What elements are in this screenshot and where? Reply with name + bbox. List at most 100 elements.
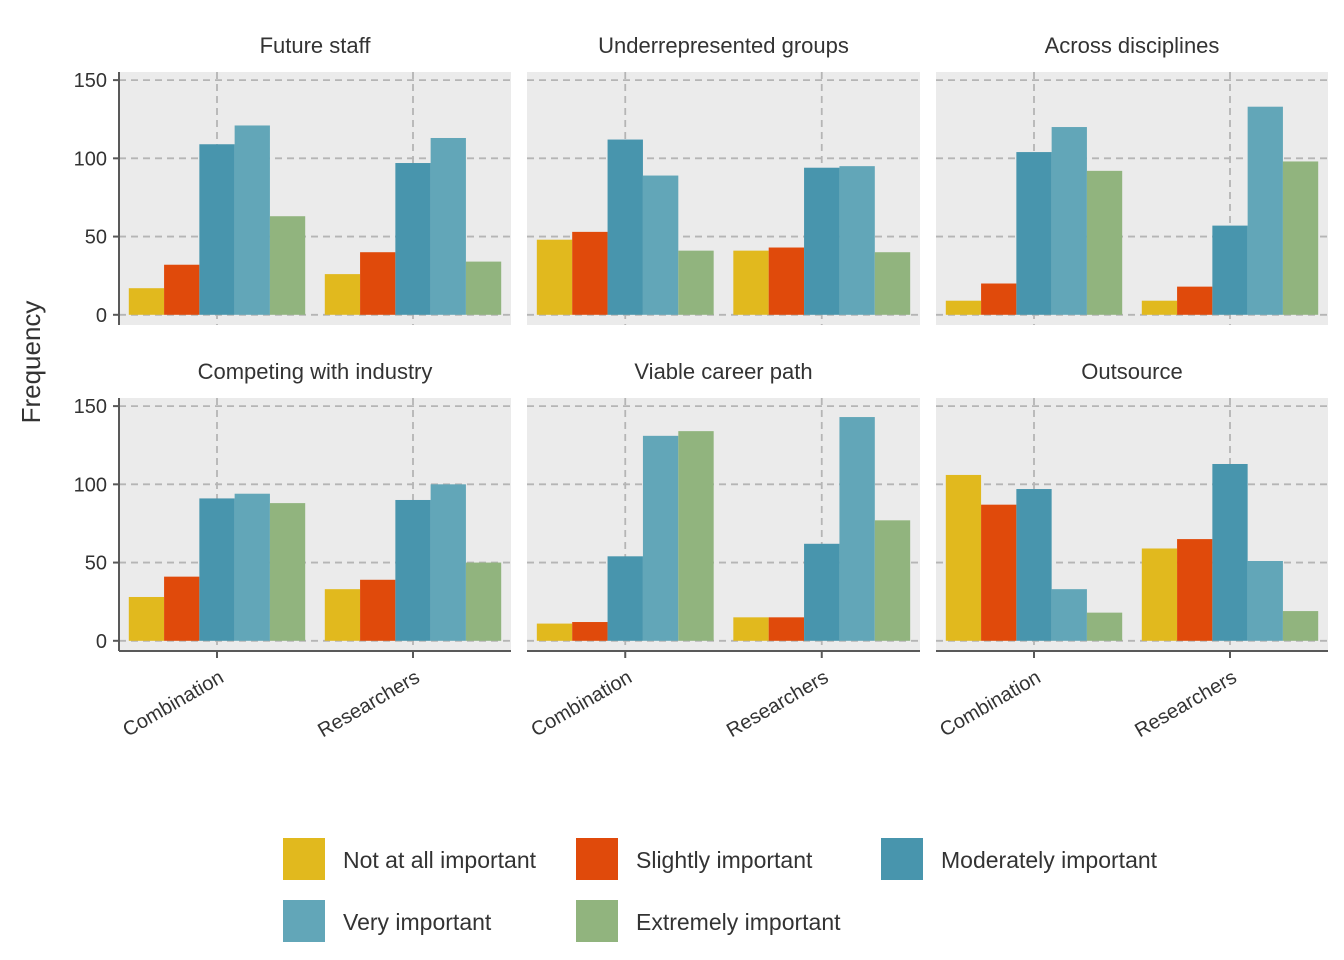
panel-5: Viable career path Combination Researchers (527, 359, 920, 742)
bar-combination-extremely-important (269, 503, 306, 641)
bar-researchers-very-important (430, 137, 466, 315)
bar-combination-moderately-important (199, 498, 235, 641)
bar-researchers-not-at-all-important (1141, 300, 1178, 315)
panel-title: Viable career path (634, 359, 812, 384)
bar-combination-moderately-important (607, 139, 643, 315)
y-tick-label: 100 (74, 474, 107, 496)
bar-researchers-extremely-important (465, 261, 502, 315)
bar-combination-moderately-important (607, 556, 643, 641)
bar-combination-slightly-important (981, 283, 1017, 315)
bar-researchers-extremely-important (1282, 611, 1319, 641)
bar-researchers-extremely-important (874, 520, 911, 641)
legend-item: Slightly important (576, 838, 813, 880)
bar-combination-very-important (642, 435, 679, 641)
legend-swatch (283, 838, 325, 880)
panel-title: Underrepresented groups (598, 33, 849, 58)
bar-combination-very-important (234, 125, 270, 315)
x-tick-label: Researchers (723, 666, 832, 742)
bar-combination-very-important (1051, 127, 1087, 315)
bar-combination-very-important (1051, 589, 1087, 641)
bar-researchers-extremely-important (465, 562, 502, 641)
legend-swatch (283, 900, 325, 942)
bar-researchers-not-at-all-important (733, 617, 769, 641)
bar-researchers-not-at-all-important (733, 250, 769, 315)
y-tick-label: 150 (74, 396, 107, 418)
legend-swatch (881, 838, 923, 880)
legend-label: Not at all important (343, 847, 537, 873)
panel-title: Outsource (1081, 359, 1183, 384)
bar-researchers-moderately-important (1212, 463, 1248, 641)
bar-combination-slightly-important (572, 622, 608, 641)
panel-2: Underrepresented groups (527, 33, 920, 325)
y-tick-label: 0 (96, 305, 107, 327)
bar-researchers-moderately-important (395, 499, 431, 641)
y-tick-label: 100 (74, 148, 107, 170)
bar-researchers-very-important (1247, 561, 1283, 641)
bar-combination-very-important (642, 175, 679, 315)
legend-item: Extremely important (576, 900, 841, 942)
legend-item: Moderately important (881, 838, 1158, 880)
panel-3: Across disciplines (936, 33, 1328, 325)
x-tick-label: Combination (119, 666, 227, 741)
legend-swatch (576, 900, 618, 942)
x-tick-label: Combination (527, 666, 635, 741)
bar-researchers-very-important (839, 166, 875, 315)
y-tick-label: 0 (96, 631, 107, 653)
x-tick-label: Researchers (314, 666, 423, 742)
legend: Not at all important Slightly important Mo… (283, 838, 1158, 942)
legend-label: Slightly important (636, 847, 813, 873)
legend-item: Very important (283, 900, 492, 942)
bar-combination-extremely-important (678, 431, 714, 641)
x-tick-label: Researchers (1131, 666, 1240, 742)
bar-researchers-not-at-all-important (324, 274, 361, 315)
bar-combination-slightly-important (572, 231, 608, 315)
bar-combination-moderately-important (1016, 489, 1052, 641)
bar-combination-not-at-all-important (945, 300, 982, 315)
y-axis-title: Frequency (16, 301, 46, 424)
panel-title: Competing with industry (198, 359, 433, 384)
panel-title: Across disciplines (1045, 33, 1220, 58)
y-tick-label: 50 (85, 553, 107, 575)
bar-researchers-very-important (430, 484, 466, 641)
bar-researchers-very-important (839, 417, 875, 641)
bar-combination-extremely-important (1086, 170, 1123, 315)
bar-combination-moderately-important (199, 144, 235, 315)
bar-researchers-slightly-important (1177, 539, 1213, 641)
bar-researchers-extremely-important (874, 252, 911, 315)
bar-researchers-slightly-important (768, 617, 805, 641)
bar-combination-very-important (234, 493, 270, 641)
bar-researchers-moderately-important (804, 543, 840, 641)
panel-4: Competing with industry 0 50 100 150 Combinat… (74, 359, 511, 742)
bar-researchers-slightly-important (360, 252, 396, 315)
bar-combination-not-at-all-important (536, 623, 573, 641)
legend-item: Not at all important (283, 838, 537, 880)
legend-label: Extremely important (636, 909, 841, 935)
bar-researchers-not-at-all-important (1141, 548, 1178, 641)
legend-label: Moderately important (941, 847, 1158, 873)
panel-6: Outsource Combination Researchers (936, 359, 1328, 742)
bar-researchers-moderately-important (804, 167, 840, 315)
y-tick-label: 150 (74, 70, 107, 92)
bar-combination-extremely-important (1086, 612, 1123, 641)
y-tick-label: 50 (85, 227, 107, 249)
bar-researchers-moderately-important (395, 163, 431, 315)
bar-combination-not-at-all-important (536, 239, 573, 315)
bar-combination-moderately-important (1016, 152, 1052, 315)
bar-researchers-slightly-important (1177, 286, 1213, 315)
x-tick-label: Combination (936, 666, 1044, 741)
bar-combination-slightly-important (981, 504, 1017, 641)
bar-researchers-not-at-all-important (324, 589, 361, 641)
bar-combination-slightly-important (164, 576, 200, 641)
bar-researchers-slightly-important (768, 247, 805, 315)
bar-combination-not-at-all-important (128, 596, 165, 641)
legend-label: Very important (343, 909, 492, 935)
bar-combination-extremely-important (269, 216, 306, 315)
panels: Future staff 0 50 100 150 Underrepresented gr… (74, 33, 1328, 742)
bar-researchers-slightly-important (360, 579, 396, 641)
bar-researchers-moderately-important (1212, 225, 1248, 315)
panel-1: Future staff 0 50 100 150 (74, 33, 511, 327)
bar-combination-not-at-all-important (128, 288, 165, 315)
bar-researchers-very-important (1247, 106, 1283, 315)
legend-swatch (576, 838, 618, 880)
panel-title: Future staff (260, 33, 372, 58)
